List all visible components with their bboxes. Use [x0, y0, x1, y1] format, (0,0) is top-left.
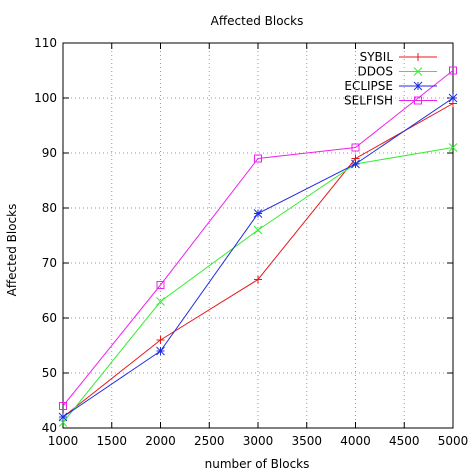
axis-ticks: 1000 1500 2000 2500 3000 3500 4000 4500 5000 40 50… [34, 36, 468, 448]
legend-entry-selfish: SELFISH [344, 94, 437, 108]
marker-stroke [413, 67, 423, 76]
data-point-eclipse [351, 159, 360, 169]
marker-stroke [413, 81, 423, 91]
x-tick-label: 4000 [340, 434, 371, 448]
legend-entry-sybil: SYBIL [360, 50, 437, 64]
legend-marker-ddos [413, 67, 423, 76]
data-point-eclipse [448, 93, 458, 103]
x-tick-label: 5000 [438, 434, 469, 448]
y-tick-label: 100 [34, 91, 57, 105]
x-axis-label: number of Blocks [205, 457, 310, 471]
y-tick-label: 70 [42, 256, 57, 270]
legend-marker-eclipse [413, 81, 423, 91]
marker-stroke [156, 346, 165, 356]
data-point-sybil [254, 275, 262, 284]
chart-title: Affected Blocks [211, 14, 304, 28]
grid-lines [63, 43, 453, 428]
legend-label-ddos: DDOS [357, 65, 393, 79]
marker-stroke [253, 225, 263, 235]
x-tick-label: 3500 [291, 434, 322, 448]
marker-stroke [58, 412, 68, 422]
data-point-eclipse [58, 412, 68, 422]
legend-label-sybil: SYBIL [360, 50, 394, 64]
marker-square [414, 96, 422, 105]
marker-stroke [253, 209, 263, 218]
y-tick-label: 80 [42, 201, 57, 215]
x-tick-label: 4500 [389, 434, 420, 448]
x-tick-label: 2000 [145, 434, 176, 448]
y-tick-label: 50 [42, 366, 57, 380]
y-tick-label: 110 [34, 36, 57, 50]
series-layer [58, 66, 458, 427]
series-line-selfish [62, 70, 454, 407]
series-line-ddos [62, 147, 454, 423]
marker-stroke [351, 159, 360, 169]
legend-marker-selfish [414, 96, 422, 105]
legend-entry-eclipse: ECLIPSE [344, 79, 437, 93]
data-point-selfish [254, 154, 262, 163]
series-line-sybil [62, 103, 454, 418]
y-tick-label: 40 [42, 421, 57, 435]
x-tick-label: 3000 [243, 434, 274, 448]
series-ddos [58, 143, 458, 427]
marker-square [156, 281, 165, 289]
data-point-eclipse [156, 346, 165, 356]
marker-square [254, 154, 262, 163]
data-point-selfish [351, 143, 360, 152]
data-point-selfish [59, 402, 67, 410]
marker-square [351, 143, 360, 152]
marker-stroke [156, 297, 165, 306]
series-selfish [59, 66, 457, 410]
data-point-sybil [156, 336, 165, 344]
x-tick-label: 2500 [194, 434, 225, 448]
legend-marker-sybil [414, 53, 422, 61]
y-axis-label: Affected Blocks [5, 204, 19, 297]
data-point-ddos [156, 297, 165, 306]
x-tick-label: 1500 [96, 434, 127, 448]
x-tick-label: 1000 [48, 434, 79, 448]
legend-label-eclipse: ECLIPSE [344, 79, 393, 93]
data-point-selfish [156, 281, 165, 289]
legend-entry-ddos: DDOS [357, 65, 437, 79]
data-point-eclipse [253, 209, 263, 218]
y-tick-label: 60 [42, 311, 57, 325]
marker-stroke [448, 93, 458, 103]
marker-stroke [448, 143, 458, 152]
plot-frame [62, 42, 454, 429]
series-line-eclipse [62, 97, 454, 418]
legend-label-selfish: SELFISH [344, 94, 393, 108]
y-tick-label: 90 [42, 146, 57, 160]
marker-square [449, 66, 457, 75]
data-point-ddos [448, 143, 458, 152]
marker-square [59, 402, 67, 410]
data-point-selfish [449, 66, 457, 75]
series-eclipse [58, 93, 458, 422]
data-point-ddos [253, 225, 263, 235]
